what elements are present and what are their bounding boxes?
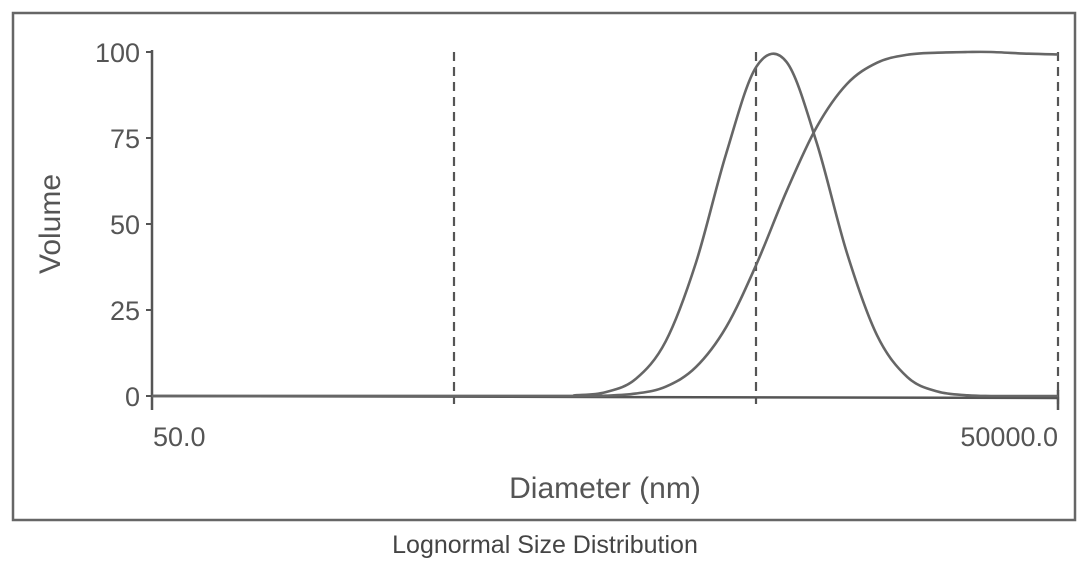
cumulative-curve [151,50,1059,398]
plot-frame [11,11,1077,522]
y-tick-label: 0 [125,382,140,412]
y-tick-label: 25 [110,296,140,326]
chart-caption: Lognormal Size Distribution [392,531,698,559]
y-tick-label: 75 [110,124,140,154]
distribution-curve [151,52,1058,398]
y-tick-label: 100 [95,38,140,68]
x-tick-label-max: 50000.0 [960,422,1058,452]
y-tick-label: 50 [110,210,140,240]
x-tick-label-min: 50.0 [153,422,206,452]
y-axis-label: Volume [34,174,67,274]
x-axis-label: Diameter (nm) [509,472,701,505]
